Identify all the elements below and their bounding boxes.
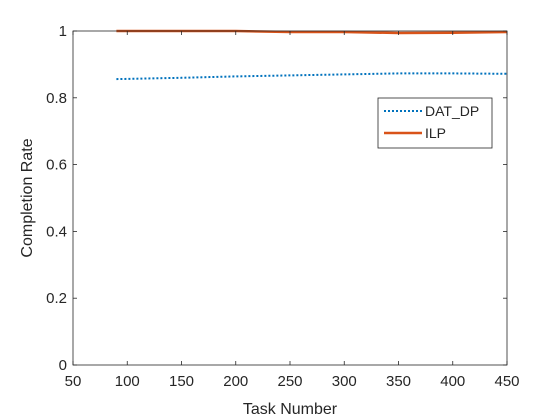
x-tick-label: 200 [223,373,248,390]
x-axis-label: Task Number [243,401,338,418]
y-axis-label: Completion Rate [19,138,36,257]
x-tick-label: 250 [277,373,302,390]
x-tick-label: 100 [115,373,140,390]
legend-label: ILP [425,125,446,141]
x-tick-label: 450 [494,373,519,390]
y-tick-label: 0.4 [46,223,67,240]
y-tick-label: 0.6 [46,157,67,174]
y-tick-label: 0 [59,357,67,374]
x-tick-label: 50 [65,373,82,390]
y-tick-label: 0.8 [46,90,67,107]
x-tick-label: 150 [169,373,194,390]
x-tick-label: 400 [440,373,465,390]
plot-area [73,31,507,365]
y-tick-label: 0.2 [46,290,67,307]
series-line-dat-dp [116,72,508,81]
x-tick-label: 300 [332,373,357,390]
legend-box [377,97,493,149]
y-tick-label: 1 [59,23,67,40]
legend: DAT_DP ILP [377,97,493,149]
x-tick-label: 350 [386,373,411,390]
legend-label: DAT_DP [425,103,479,119]
